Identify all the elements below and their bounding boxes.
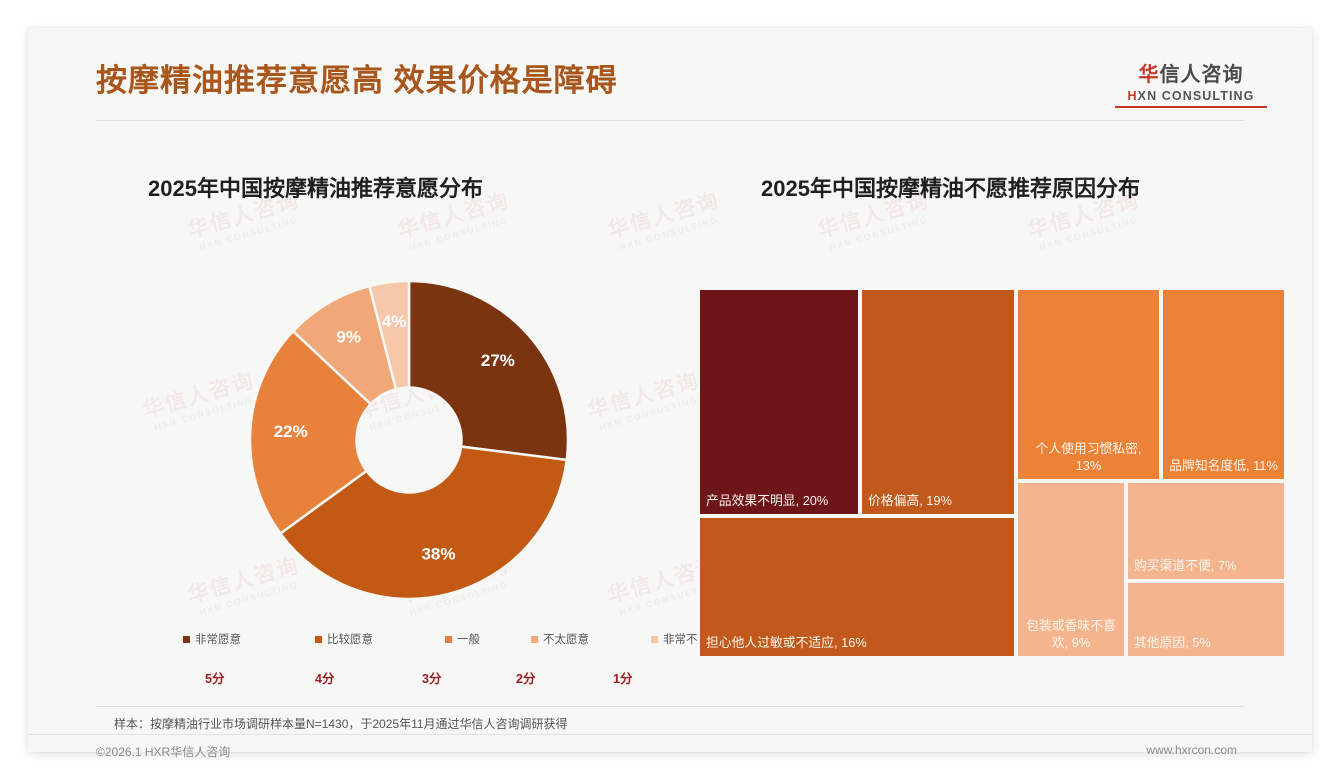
legend-label: 不太愿意 [543,634,589,646]
treemap-cell-其他原因[interactable]: 其他原因, 5% [1126,581,1286,658]
left-chart-heading: 2025年中国按摩精油推荐意愿分布 [148,176,483,201]
legend-swatch-icon [445,635,452,643]
score-label-2分: 2分 [516,672,536,686]
treemap-cell-购买渠道不便[interactable]: 购买渠道不便, 7% [1126,481,1286,581]
treemap-cell-价格偏高[interactable]: 价格偏高, 19% [860,288,1016,516]
legend-swatch-icon [531,635,538,643]
legend-item-非常愿意[interactable]: 非常愿意 [183,631,241,647]
legend-item-一般[interactable]: 一般 [445,631,480,647]
treemap-cell-包装或香味不喜欢[interactable]: 包装或香味不喜欢, 9% [1016,481,1126,658]
logo-en-accent-char: H [1127,89,1138,103]
slide-canvas: 华信人咨询 HXN CONSULTING 华信人咨询 HXN CONSULTING 华信… [28,28,1312,759]
treemap-cell-品牌知名度低[interactable]: 品牌知名度低, 11% [1161,288,1286,481]
logo-cn-accent-char: 华 [1138,64,1160,86]
donut-slice-label: 38% [421,544,455,563]
legend-swatch-icon [651,635,658,643]
donut-slice-比较愿意[interactable] [278,445,568,599]
treemap-cell-担心他人过敏或不适应[interactable]: 担心他人过敏或不适应, 16% [698,516,1016,658]
donut-score-row: 5分 4分 3分 2分 1分 [183,668,653,686]
sample-footnote: 样本：按摩精油行业市场调研样本量N=1430，于2025年11月通过华信人咨询调… [114,717,568,731]
footer-divider [28,734,1312,735]
donut-legend: 非常愿意 比较愿意 一般 不太愿意 非常不愿意 [183,631,721,649]
treemap-cell-个人使用习惯私密[interactable]: 个人使用习惯私密, 13% [1016,288,1161,481]
donut-slice-非常不愿意[interactable] [367,281,411,391]
donut-slice-label: 9% [336,327,361,346]
header-divider [96,120,1244,121]
legend-item-比较愿意[interactable]: 比较愿意 [315,631,373,647]
logo-en-rest: XN CONSULTING [1137,89,1255,103]
treemap-cell-label: 购买渠道不便, 7% [1134,557,1237,573]
legend-label: 非常愿意 [195,634,241,646]
treemap-cell-label: 包装或香味不喜欢, 9% [1026,618,1116,650]
right-chart-heading: 2025年中国按摩精油不愿推荐原因分布 [761,176,1140,201]
treemap-cell-label: 品牌知名度低, 11% [1169,457,1278,473]
donut-slice-label: 4% [382,312,407,331]
company-logo: 华信人咨询 HXN CONSULTING [1115,58,1267,108]
score-label-3分: 3分 [422,672,442,686]
legend-swatch-icon [315,635,322,643]
page-title: 按摩精油推荐意愿高 效果价格是障碍 [96,63,618,98]
donut-slice-非常愿意[interactable] [407,281,568,462]
logo-underline [1115,106,1267,108]
treemap-cell-产品效果不明显[interactable]: 产品效果不明显, 20% [698,288,860,516]
treemap-cell-label: 担心他人过敏或不适应, 16% [706,634,867,650]
slide-header: 按摩精油推荐意愿高 效果价格是障碍 华信人咨询 HXN CONSULTING [28,28,1312,122]
donut-svg: 27% 38% 22% 9% 4% [250,281,568,599]
donut-slice-label: 27% [481,351,515,370]
donut-slice-label: 22% [274,422,308,441]
score-label-4分: 4分 [315,672,335,686]
logo-cn-rest: 信人咨询 [1159,64,1244,86]
legend-item-不太愿意[interactable]: 不太愿意 [531,631,589,647]
score-label-1分: 1分 [613,672,633,686]
unwilling-reasons-treemap-chart: 产品效果不明显, 20% 价格偏高, 19% 担心他人过敏或不适应, 16% 个人使用… [698,288,1286,658]
logo-chinese-name: 华信人咨询 [1115,58,1267,87]
legend-swatch-icon [183,635,190,643]
legend-label: 比较愿意 [327,634,373,646]
treemap-cell-label: 其他原因, 5% [1134,634,1211,650]
treemap-cell-label: 价格偏高, 19% [868,492,952,508]
recommendation-willingness-donut-chart: 27% 38% 22% 9% 4% [250,281,568,599]
footer-website: www.hxrcon.com [1146,743,1237,757]
donut-slice-一般[interactable] [250,329,373,536]
treemap-cell-label: 产品效果不明显, 20% [706,492,829,508]
legend-label: 一般 [457,634,480,646]
footer-copyright: ©2026.1 HXR华信人咨询 [96,745,231,759]
logo-english-name: HXN CONSULTING [1115,89,1267,103]
score-label-5分: 5分 [205,672,225,686]
footnote-divider [96,706,1244,707]
treemap-cell-label: 个人使用习惯私密, 13% [1035,441,1142,473]
